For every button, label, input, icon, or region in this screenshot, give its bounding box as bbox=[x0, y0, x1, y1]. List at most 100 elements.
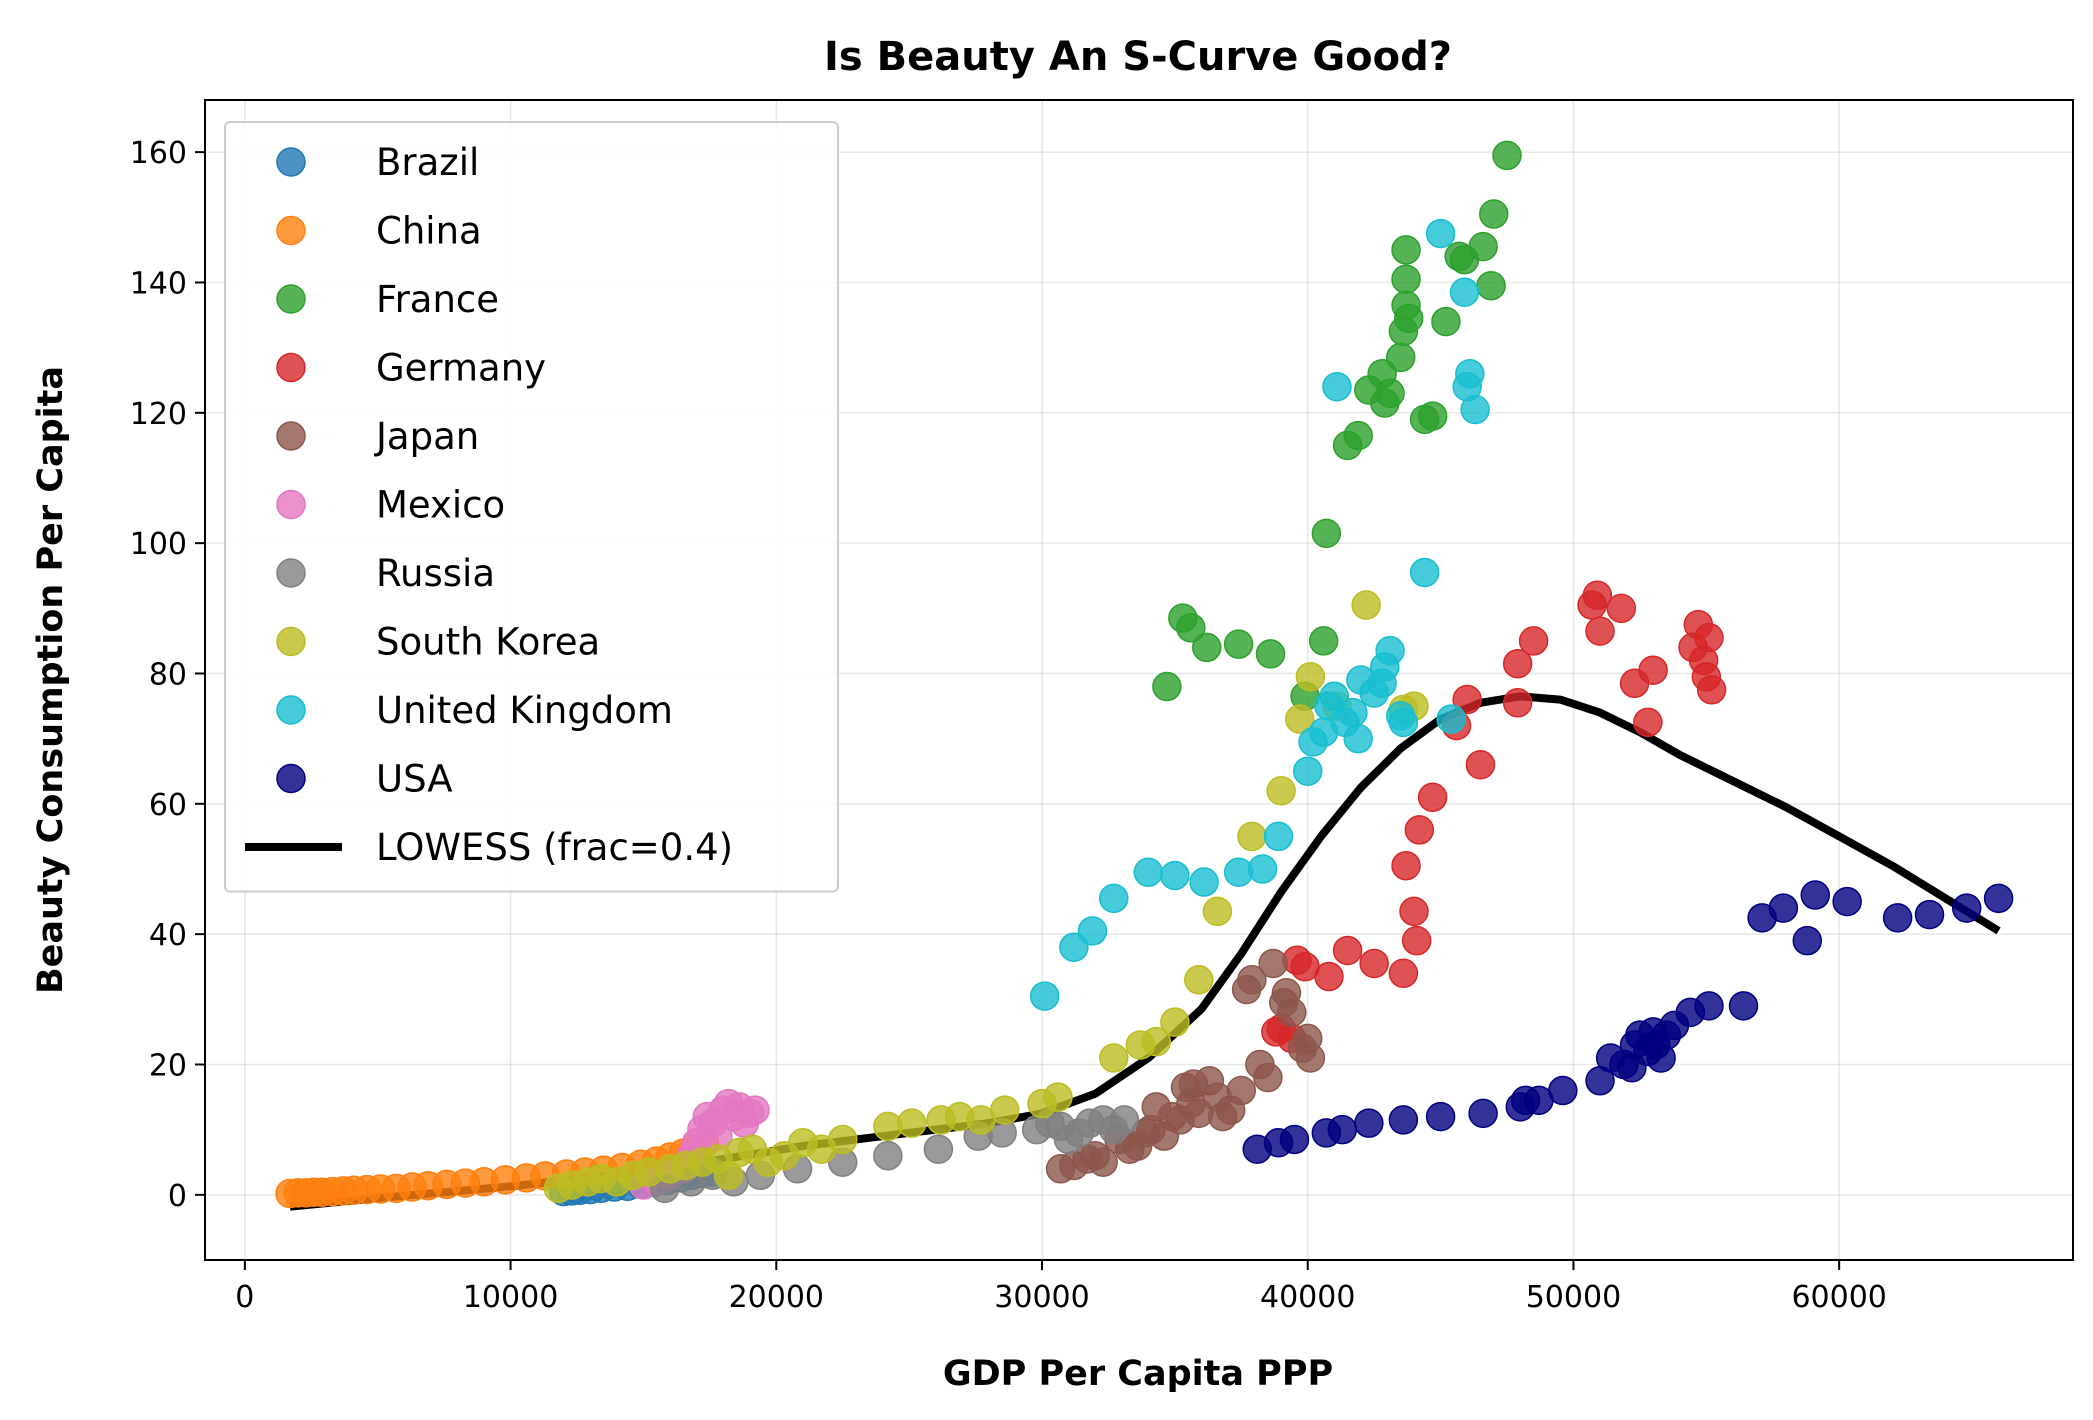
point-south-korea bbox=[1237, 821, 1267, 852]
legend-label-brazil: Brazil bbox=[376, 141, 479, 184]
legend-box bbox=[224, 121, 839, 893]
point-germany bbox=[1502, 688, 1533, 718]
point-south-korea bbox=[1043, 1082, 1073, 1112]
point-germany bbox=[1417, 782, 1448, 813]
legend-marker-japan bbox=[276, 421, 306, 451]
point-united-kingdom bbox=[1133, 857, 1164, 887]
point-japan bbox=[1277, 997, 1307, 1028]
legend-marker-south-korea bbox=[276, 626, 306, 657]
point-germany bbox=[1696, 675, 1727, 705]
point-usa bbox=[1768, 893, 1799, 923]
series-usa bbox=[1242, 880, 2014, 1164]
point-germany bbox=[1518, 626, 1549, 656]
point-france bbox=[1468, 231, 1498, 262]
point-south-korea bbox=[1266, 776, 1296, 806]
point-france bbox=[1391, 235, 1421, 265]
point-usa bbox=[1468, 1098, 1498, 1129]
point-france bbox=[1417, 401, 1448, 431]
point-usa bbox=[1882, 903, 1913, 933]
point-germany bbox=[1332, 935, 1363, 966]
point-france bbox=[1393, 303, 1424, 334]
point-united-kingdom bbox=[1375, 635, 1405, 666]
point-france bbox=[1375, 378, 1405, 409]
point-france bbox=[1311, 518, 1342, 549]
y-tick-label: 40 bbox=[149, 918, 187, 953]
x-tick-label: 40000 bbox=[1260, 1280, 1355, 1315]
legend-label-united-kingdom: United Kingdom bbox=[376, 689, 673, 732]
point-united-kingdom bbox=[1263, 821, 1294, 852]
point-germany bbox=[1638, 655, 1668, 685]
legend-label-mexico: Mexico bbox=[376, 484, 505, 527]
plot-area-frame bbox=[204, 99, 2074, 1261]
point-usa bbox=[1983, 883, 2014, 914]
point-usa bbox=[1279, 1124, 1310, 1155]
point-usa bbox=[1327, 1114, 1358, 1145]
legend-label-germany: Germany bbox=[376, 347, 546, 390]
point-south-korea bbox=[1160, 1007, 1190, 1037]
point-south-korea bbox=[1351, 590, 1381, 620]
legend-marker-usa bbox=[276, 763, 306, 794]
point-france bbox=[1431, 306, 1461, 337]
point-russia bbox=[923, 1134, 954, 1164]
point-south-korea bbox=[1184, 965, 1214, 995]
point-usa bbox=[1792, 925, 1823, 956]
y-tick-label: 0 bbox=[168, 1179, 187, 1214]
legend-marker-germany bbox=[276, 352, 306, 383]
x-tick-label: 20000 bbox=[729, 1280, 824, 1315]
point-france bbox=[1176, 613, 1206, 643]
point-france bbox=[1152, 671, 1182, 702]
point-mexico bbox=[740, 1095, 770, 1125]
point-usa bbox=[1425, 1101, 1456, 1132]
point-france bbox=[1385, 342, 1416, 373]
point-south-korea bbox=[1202, 896, 1233, 927]
point-united-kingdom bbox=[1292, 756, 1323, 786]
point-usa bbox=[1800, 880, 1831, 910]
point-usa bbox=[1832, 886, 1862, 917]
x-tick-label: 10000 bbox=[463, 1280, 558, 1315]
point-germany bbox=[1399, 896, 1429, 927]
point-south-korea bbox=[827, 1124, 858, 1155]
x-tick-label: 60000 bbox=[1791, 1280, 1886, 1315]
x-axis-ticks: 0 10000 20000 30000 40000 50000 60000 bbox=[235, 1260, 1887, 1315]
y-tick-label: 60 bbox=[149, 788, 187, 823]
legend-label-russia: Russia bbox=[376, 552, 495, 595]
point-germany bbox=[1314, 961, 1344, 992]
point-united-kingdom bbox=[1077, 916, 1108, 946]
point-japan bbox=[1258, 948, 1288, 979]
legend-label-china: China bbox=[376, 210, 482, 253]
series-france bbox=[1152, 140, 1522, 712]
point-japan bbox=[1253, 1062, 1283, 1093]
point-germany bbox=[1452, 684, 1482, 715]
point-germany bbox=[1465, 749, 1496, 780]
point-germany bbox=[1633, 707, 1663, 738]
y-tick-label: 120 bbox=[130, 397, 187, 432]
point-france bbox=[1255, 639, 1286, 669]
point-russia bbox=[873, 1140, 903, 1171]
point-united-kingdom bbox=[1343, 723, 1373, 754]
point-france bbox=[1391, 264, 1421, 294]
point-germany bbox=[1388, 958, 1419, 989]
legend-label-japan: Japan bbox=[374, 415, 479, 458]
legend-label-france: France bbox=[376, 278, 499, 321]
point-united-kingdom bbox=[1388, 707, 1419, 738]
point-united-kingdom bbox=[1029, 981, 1060, 1011]
point-united-kingdom bbox=[1338, 697, 1368, 728]
point-united-kingdom bbox=[1425, 218, 1456, 249]
legend-marker-russia bbox=[276, 558, 306, 588]
point-south-korea bbox=[1099, 1043, 1129, 1073]
point-france bbox=[1478, 199, 1509, 229]
legend-marker-mexico bbox=[276, 489, 306, 520]
point-south-korea bbox=[990, 1095, 1020, 1125]
point-united-kingdom bbox=[1059, 932, 1089, 962]
x-tick-label: 50000 bbox=[1526, 1280, 1621, 1315]
y-tick-label: 20 bbox=[149, 1048, 187, 1083]
point-germany bbox=[1401, 925, 1432, 956]
point-france bbox=[1492, 140, 1522, 171]
point-germany bbox=[1694, 622, 1724, 653]
points-layer bbox=[275, 140, 2014, 1209]
point-germany bbox=[1582, 580, 1613, 611]
point-south-korea bbox=[1141, 1026, 1172, 1057]
point-germany bbox=[1404, 815, 1435, 845]
point-japan bbox=[1088, 1147, 1118, 1177]
